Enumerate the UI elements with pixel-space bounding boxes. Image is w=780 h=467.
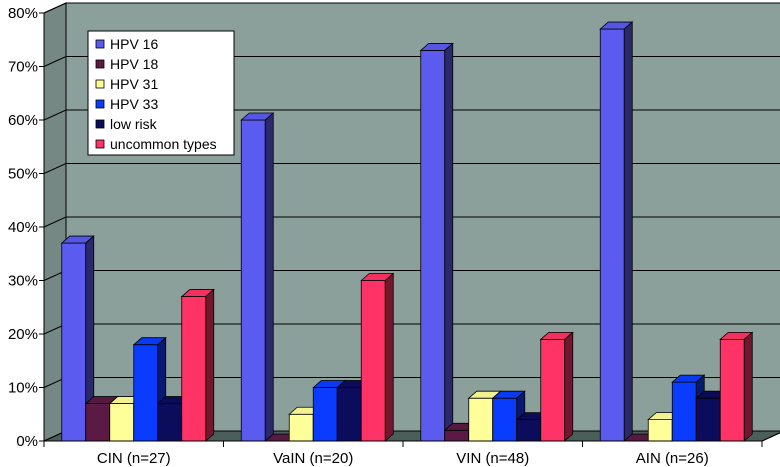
bar-side (384, 272, 394, 442)
bar-front (240, 119, 266, 442)
bar (240, 112, 275, 442)
y-tick-label: 0% (16, 433, 38, 450)
legend-label: HPV 16 (110, 36, 158, 52)
bar (419, 42, 454, 442)
bar-front (420, 50, 446, 442)
bar-front (671, 381, 697, 442)
y-tick-label: 50% (8, 166, 38, 183)
legend-box (87, 30, 235, 156)
legend-swatch (95, 59, 105, 69)
bar-front (312, 387, 338, 442)
gridline (43, 216, 780, 228)
bar-side (444, 42, 454, 442)
bar-front (647, 419, 673, 442)
legend-swatch (95, 139, 105, 149)
y-tick-label: 10% (8, 380, 38, 397)
bar-side (205, 288, 215, 442)
floor-edge (761, 432, 780, 442)
bar-front (599, 28, 625, 442)
bar-front (360, 280, 386, 442)
y-tick-label: 80% (8, 5, 38, 22)
bar-front (516, 419, 542, 442)
gridline (43, 56, 780, 67)
bar-front (61, 242, 87, 442)
bar-front (109, 403, 135, 442)
bar-side (564, 331, 574, 442)
bar (60, 235, 95, 442)
y-axis: 0% 10% 20% 30% 40% 50% 60% 70% 80% (8, 5, 45, 450)
bar-front (288, 413, 314, 442)
legend: HPV 16 HPV 18 HPV 31 HPV 33 low risk uncommon… (87, 30, 235, 156)
bar-front (719, 338, 745, 442)
gridline (43, 109, 780, 121)
y-tick-label: 40% (8, 219, 38, 236)
legend-label: uncommon types (110, 136, 217, 152)
bar-front (492, 397, 518, 442)
bar-front (85, 403, 111, 442)
bar-front (157, 403, 183, 442)
legend-label: HPV 31 (110, 76, 158, 92)
x-tick-label: VaIN (n=20) (273, 450, 353, 467)
x-axis: CIN (n=27) VaIN (n=20) VIN (n=48) AIN (n=26… (43, 432, 780, 467)
bar (360, 272, 395, 442)
y-tick-label: 20% (8, 326, 38, 343)
y-tick-label: 70% (8, 59, 38, 76)
bar-front (336, 387, 362, 442)
legend-label: low risk (110, 116, 158, 132)
legend-swatch (95, 39, 105, 49)
legend-swatch (95, 99, 105, 109)
bar-front (468, 397, 494, 442)
legend-label: HPV 33 (110, 96, 158, 112)
x-tick-label: AIN (n=26) (636, 450, 709, 467)
y-tick-label: 30% (8, 273, 38, 290)
legend-label: HPV 18 (110, 56, 158, 72)
legend-swatch (95, 79, 105, 89)
y-tick-label: 60% (8, 112, 38, 129)
bar (599, 21, 634, 442)
bar (719, 331, 754, 442)
bar-front (540, 338, 566, 442)
bar-side (743, 331, 753, 442)
gridline (43, 2, 780, 14)
bar (132, 336, 167, 442)
bar (671, 374, 706, 442)
gridline (43, 163, 780, 174)
bar (539, 331, 574, 442)
legend-swatch (95, 119, 105, 129)
bar-front (695, 397, 721, 442)
bar-front (181, 296, 207, 442)
x-tick-label: VIN (n=48) (456, 450, 529, 467)
bar-side (264, 112, 274, 442)
bar-side (623, 21, 633, 442)
bar (180, 288, 215, 442)
bars (60, 21, 754, 442)
bar-front (133, 344, 159, 442)
bar-front (444, 429, 470, 442)
x-tick-label: CIN (n=27) (97, 450, 171, 467)
